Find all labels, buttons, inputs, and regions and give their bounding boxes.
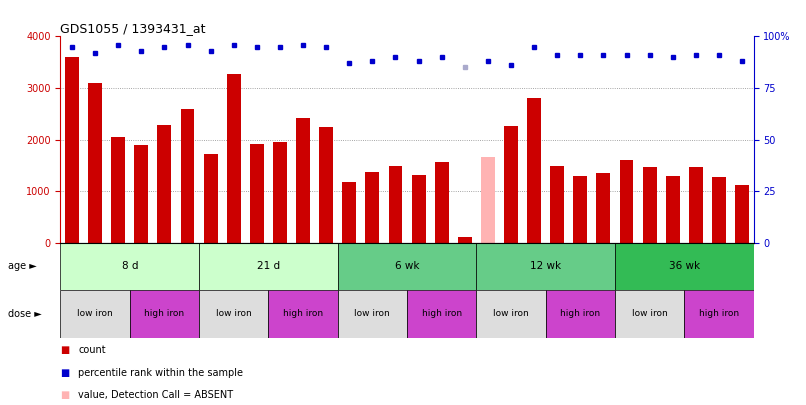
Bar <box>458 237 472 243</box>
Bar <box>735 185 749 243</box>
Bar <box>596 173 610 243</box>
Bar <box>620 160 634 243</box>
Bar <box>250 144 264 243</box>
Bar <box>65 57 79 243</box>
Text: age ►: age ► <box>8 261 37 271</box>
Bar <box>666 176 679 243</box>
Text: low iron: low iron <box>355 309 390 318</box>
Bar <box>111 137 125 243</box>
Text: percentile rank within the sample: percentile rank within the sample <box>78 368 243 377</box>
Bar <box>268 290 338 338</box>
Bar <box>88 83 102 243</box>
Bar <box>157 125 172 243</box>
Bar <box>338 243 476 290</box>
Text: low iron: low iron <box>493 309 529 318</box>
Bar <box>615 243 754 290</box>
Text: ■: ■ <box>60 368 69 377</box>
Bar <box>343 182 356 243</box>
Bar <box>476 290 546 338</box>
Text: high iron: high iron <box>283 309 323 318</box>
Bar <box>226 74 241 243</box>
Text: value, Detection Call = ABSENT: value, Detection Call = ABSENT <box>78 390 233 400</box>
Bar <box>684 290 754 338</box>
Text: high iron: high iron <box>699 309 739 318</box>
Bar <box>199 290 268 338</box>
Bar <box>204 154 218 243</box>
Bar <box>130 290 199 338</box>
Text: dose ►: dose ► <box>8 309 42 319</box>
Text: 21 d: 21 d <box>257 261 280 271</box>
Bar <box>573 176 588 243</box>
Bar <box>434 162 449 243</box>
Text: 6 wk: 6 wk <box>395 261 419 271</box>
Text: ■: ■ <box>60 390 69 400</box>
Bar <box>60 243 199 290</box>
Bar <box>476 243 615 290</box>
Bar <box>407 290 476 338</box>
Text: 12 wk: 12 wk <box>530 261 561 271</box>
Bar <box>338 290 407 338</box>
Bar <box>296 118 310 243</box>
Text: ■: ■ <box>60 345 69 355</box>
Bar <box>481 157 495 243</box>
Text: low iron: low iron <box>216 309 251 318</box>
Text: high iron: high iron <box>422 309 462 318</box>
Bar <box>135 145 148 243</box>
Bar <box>712 177 726 243</box>
Bar <box>181 109 194 243</box>
Bar <box>550 166 564 243</box>
Bar <box>412 175 426 243</box>
Bar <box>546 290 615 338</box>
Bar <box>642 166 657 243</box>
Text: high iron: high iron <box>560 309 600 318</box>
Bar <box>365 172 380 243</box>
Bar <box>504 126 518 243</box>
Text: 8 d: 8 d <box>122 261 138 271</box>
Text: 36 wk: 36 wk <box>669 261 700 271</box>
Bar <box>615 290 684 338</box>
Bar <box>319 127 333 243</box>
Bar <box>388 166 402 243</box>
Text: high iron: high iron <box>144 309 185 318</box>
Bar <box>527 98 541 243</box>
Bar <box>60 290 130 338</box>
Text: low iron: low iron <box>632 309 667 318</box>
Bar <box>689 166 703 243</box>
Text: GDS1055 / 1393431_at: GDS1055 / 1393431_at <box>60 22 206 35</box>
Bar <box>199 243 338 290</box>
Text: count: count <box>78 345 106 355</box>
Bar <box>273 142 287 243</box>
Text: low iron: low iron <box>77 309 113 318</box>
